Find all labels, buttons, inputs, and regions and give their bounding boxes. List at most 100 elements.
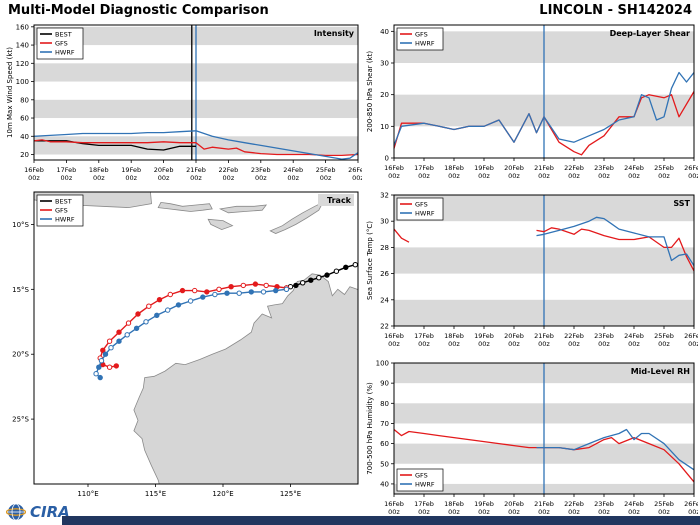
- svg-text:17Feb: 17Feb: [414, 332, 434, 340]
- svg-text:00z: 00z: [388, 340, 400, 348]
- svg-text:Mid-Level RH: Mid-Level RH: [631, 367, 690, 376]
- svg-text:BEST: BEST: [55, 31, 72, 39]
- svg-text:00z: 00z: [478, 340, 490, 348]
- svg-text:20Feb: 20Feb: [504, 164, 524, 172]
- rh-chart: 40506070809010016Feb00z17Feb00z18Feb00z1…: [366, 360, 698, 517]
- svg-text:GFS: GFS: [415, 201, 428, 209]
- svg-text:00z: 00z: [418, 508, 430, 516]
- svg-text:125°E: 125°E: [280, 490, 301, 498]
- svg-text:120°E: 120°E: [212, 490, 233, 498]
- svg-text:80: 80: [20, 96, 29, 104]
- svg-text:HWRF: HWRF: [415, 210, 435, 218]
- svg-text:00z: 00z: [448, 340, 460, 348]
- svg-text:24: 24: [380, 296, 389, 304]
- svg-text:HWRF: HWRF: [55, 49, 75, 57]
- cira-logo-text: CIRA: [30, 503, 70, 521]
- svg-text:22Feb: 22Feb: [564, 164, 584, 172]
- header: Multi-Model Diagnostic Comparison LINCOL…: [0, 0, 700, 18]
- svg-text:16Feb: 16Feb: [384, 500, 404, 508]
- svg-text:20Feb: 20Feb: [504, 332, 524, 340]
- svg-text:70: 70: [380, 420, 389, 428]
- svg-text:26Feb: 26Feb: [348, 166, 362, 174]
- svg-text:GFS: GFS: [55, 207, 68, 215]
- svg-text:00z: 00z: [508, 340, 520, 348]
- intensity-chart: 2040608010012014016016Feb00z17Feb00z18Fe…: [6, 23, 362, 182]
- svg-text:24Feb: 24Feb: [624, 164, 644, 172]
- svg-text:19Feb: 19Feb: [121, 166, 141, 174]
- svg-text:HWRF: HWRF: [415, 481, 435, 489]
- svg-text:GFS: GFS: [415, 472, 428, 480]
- footer-bar: [62, 516, 700, 525]
- svg-text:21Feb: 21Feb: [534, 164, 554, 172]
- svg-text:20Feb: 20Feb: [154, 166, 174, 174]
- svg-text:17Feb: 17Feb: [414, 164, 434, 172]
- svg-text:21Feb: 21Feb: [534, 500, 554, 508]
- svg-text:23Feb: 23Feb: [594, 332, 614, 340]
- svg-text:25Feb: 25Feb: [654, 332, 674, 340]
- svg-text:26Feb: 26Feb: [684, 332, 698, 340]
- page-title: Multi-Model Diagnostic Comparison: [8, 3, 269, 18]
- svg-text:26: 26: [380, 270, 389, 278]
- svg-text:GFS: GFS: [415, 31, 428, 39]
- svg-text:22: 22: [380, 323, 389, 331]
- svg-text:26Feb: 26Feb: [684, 500, 698, 508]
- svg-text:00z: 00z: [508, 508, 520, 516]
- svg-text:00z: 00z: [568, 340, 580, 348]
- cira-globe-icon: [6, 503, 26, 521]
- svg-text:00z: 00z: [568, 508, 580, 516]
- svg-text:200-850 hPa Shear (kt): 200-850 hPa Shear (kt): [366, 51, 374, 132]
- svg-text:00z: 00z: [418, 172, 430, 180]
- svg-text:24Feb: 24Feb: [283, 166, 303, 174]
- sst-chart: 22242628303216Feb00z17Feb00z18Feb00z19Fe…: [366, 192, 698, 349]
- svg-text:40: 40: [380, 480, 389, 488]
- svg-text:0: 0: [385, 155, 389, 163]
- svg-text:17Feb: 17Feb: [57, 166, 77, 174]
- svg-text:00z: 00z: [352, 174, 362, 182]
- svg-text:22Feb: 22Feb: [564, 500, 584, 508]
- svg-text:23Feb: 23Feb: [251, 166, 271, 174]
- svg-text:160: 160: [16, 23, 29, 31]
- svg-text:28: 28: [380, 244, 389, 252]
- svg-text:00z: 00z: [190, 174, 202, 182]
- svg-text:18Feb: 18Feb: [444, 164, 464, 172]
- svg-text:00z: 00z: [598, 172, 610, 180]
- svg-text:115°E: 115°E: [145, 490, 166, 498]
- svg-text:00z: 00z: [658, 172, 670, 180]
- storm-title: LINCOLN - SH142024: [539, 3, 692, 18]
- svg-text:19Feb: 19Feb: [474, 164, 494, 172]
- svg-text:Sea Surface Temp (°C): Sea Surface Temp (°C): [366, 221, 374, 300]
- track-map: 110°E 115°E 120°E 125°E 10°S 15°S 20°S 25°S BEST…: [12, 191, 359, 498]
- svg-text:700-500 hPa Humidity (%): 700-500 hPa Humidity (%): [366, 382, 374, 475]
- svg-text:80: 80: [380, 400, 389, 408]
- svg-text:18Feb: 18Feb: [444, 500, 464, 508]
- svg-text:00z: 00z: [628, 172, 640, 180]
- svg-text:20: 20: [380, 91, 389, 99]
- svg-text:00z: 00z: [538, 508, 550, 516]
- svg-text:HWRF: HWRF: [415, 40, 435, 48]
- svg-text:00z: 00z: [538, 172, 550, 180]
- svg-text:25Feb: 25Feb: [654, 500, 674, 508]
- svg-text:19Feb: 19Feb: [474, 332, 494, 340]
- svg-text:60: 60: [380, 440, 389, 448]
- svg-text:00z: 00z: [688, 508, 698, 516]
- svg-text:00z: 00z: [538, 340, 550, 348]
- svg-text:HWRF: HWRF: [55, 216, 75, 224]
- svg-text:00z: 00z: [93, 174, 105, 182]
- svg-text:SST: SST: [673, 199, 690, 208]
- svg-text:140: 140: [16, 42, 29, 50]
- svg-text:24Feb: 24Feb: [624, 500, 644, 508]
- svg-text:00z: 00z: [388, 508, 400, 516]
- svg-text:00z: 00z: [658, 508, 670, 516]
- svg-text:00z: 00z: [320, 174, 332, 182]
- svg-text:00z: 00z: [628, 340, 640, 348]
- svg-text:GFS: GFS: [55, 40, 68, 48]
- svg-text:00z: 00z: [388, 172, 400, 180]
- svg-text:15°S: 15°S: [12, 286, 29, 294]
- svg-text:BEST: BEST: [55, 198, 72, 206]
- svg-text:17Feb: 17Feb: [414, 500, 434, 508]
- svg-text:25°S: 25°S: [12, 416, 29, 424]
- svg-text:00z: 00z: [478, 508, 490, 516]
- shear-chart: 01020304016Feb00z17Feb00z18Feb00z19Feb00…: [366, 24, 698, 180]
- svg-text:30: 30: [380, 60, 389, 68]
- svg-text:00z: 00z: [508, 172, 520, 180]
